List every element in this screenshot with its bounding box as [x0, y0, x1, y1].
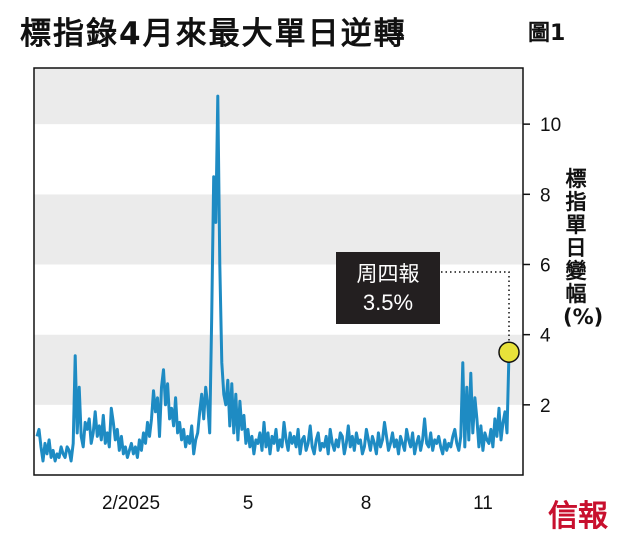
x-tick-label: 2/2025 — [102, 493, 160, 514]
annotation-callout: 周四報 3.5% — [336, 252, 440, 324]
y-tick-label: 10 — [540, 115, 561, 136]
grid-band — [34, 194, 523, 265]
y-tick-label: 6 — [540, 255, 551, 276]
annotation-leader — [441, 271, 510, 343]
chart-title: 標指錄4月來最大單日逆轉 — [20, 16, 407, 52]
y-tick-label: 4 — [540, 326, 551, 347]
annotation-value: 3.5% — [362, 290, 414, 315]
grid-bands — [34, 68, 523, 475]
title-bar: 標指錄4月來最大單日逆轉 圖1 — [0, 0, 620, 56]
plot-frame — [33, 67, 524, 476]
y-axis-label: 標指單日變幅(%) — [563, 167, 604, 329]
y-tick-label: 2 — [540, 396, 551, 417]
brand-logo: 信報 — [548, 499, 608, 534]
grid-band — [34, 68, 523, 125]
figure-label: 圖1 — [528, 21, 566, 46]
x-tick-label: 8 — [361, 493, 372, 514]
series-line — [35, 94, 511, 463]
highlight-marker — [498, 341, 520, 363]
annotation-label: 周四報 — [356, 262, 420, 286]
series-layer — [35, 94, 520, 463]
y-tick-label: 8 — [540, 185, 551, 206]
x-tick-label: 11 — [473, 493, 493, 514]
x-tick-label: 5 — [243, 493, 254, 514]
grid-band — [34, 124, 523, 195]
grid-band — [34, 334, 523, 405]
y-axis: 2 4 6 8 10 — [33, 67, 561, 476]
grid-band — [34, 264, 523, 335]
x-axis: 2/2025 5 8 11 — [102, 493, 493, 514]
